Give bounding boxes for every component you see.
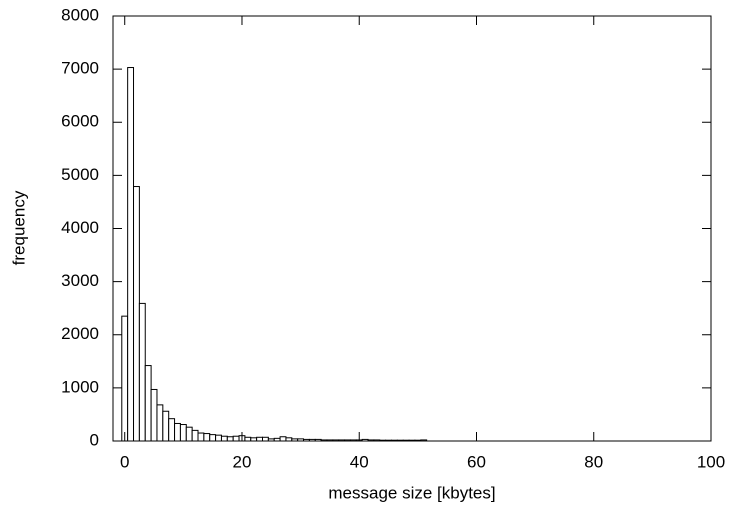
bar [308,438,316,442]
bar [396,439,404,442]
bar [179,424,187,442]
bar [226,436,234,442]
bar [133,186,140,442]
bar [273,437,281,442]
bar [285,437,293,442]
bar [262,436,269,442]
bar [402,439,410,442]
y-tick-label: 4000 [61,218,99,237]
bar [414,439,422,442]
bar [420,439,428,442]
bar [390,439,398,442]
bar [191,429,199,442]
bar [291,438,299,442]
bar [256,436,264,442]
bar [332,439,340,442]
bar [344,439,351,442]
bar [232,435,240,442]
bar [267,438,275,442]
bar [408,439,416,442]
bar [303,438,310,442]
y-tick-label: 1000 [61,377,99,396]
y-tick-label: 8000 [61,5,99,24]
bar [367,439,375,442]
bar [385,439,392,442]
bar [215,434,222,442]
bar [320,439,328,442]
bar [168,418,176,442]
bar [338,439,346,442]
bar [121,315,129,442]
bar [156,404,164,442]
bar [314,438,322,442]
y-axis-label: frequency [9,190,28,265]
bar [185,426,193,442]
bar [127,67,135,442]
bar [373,439,381,442]
bar [144,365,152,442]
bar [244,436,252,442]
bar [209,434,217,442]
y-tick-label: 2000 [61,324,99,343]
bar [203,433,211,442]
y-tick-label: 6000 [61,112,99,131]
bar [250,437,258,442]
x-tick-label: 40 [350,452,369,471]
y-tick-label: 5000 [61,165,99,184]
y-tick-label: 7000 [61,59,99,78]
bar [279,436,287,442]
bar [150,388,158,442]
bar [361,438,369,442]
bar [379,439,387,442]
bar [197,432,205,442]
x-tick-label: 20 [233,452,252,471]
bar [297,438,305,442]
bar [326,439,334,442]
plot-frame [112,15,712,442]
bar [349,439,357,442]
x-tick-label: 60 [467,452,486,471]
x-tick-label: 0 [120,452,129,471]
x-tick-label: 80 [584,452,603,471]
bar [174,422,181,442]
bar [138,302,146,442]
bar [162,410,170,442]
x-axis-label: message size [kbytes] [328,483,495,502]
x-tick-label: 100 [697,452,725,471]
y-tick-label: 0 [90,430,99,449]
bar [220,435,228,442]
y-tick-label: 3000 [61,271,99,290]
